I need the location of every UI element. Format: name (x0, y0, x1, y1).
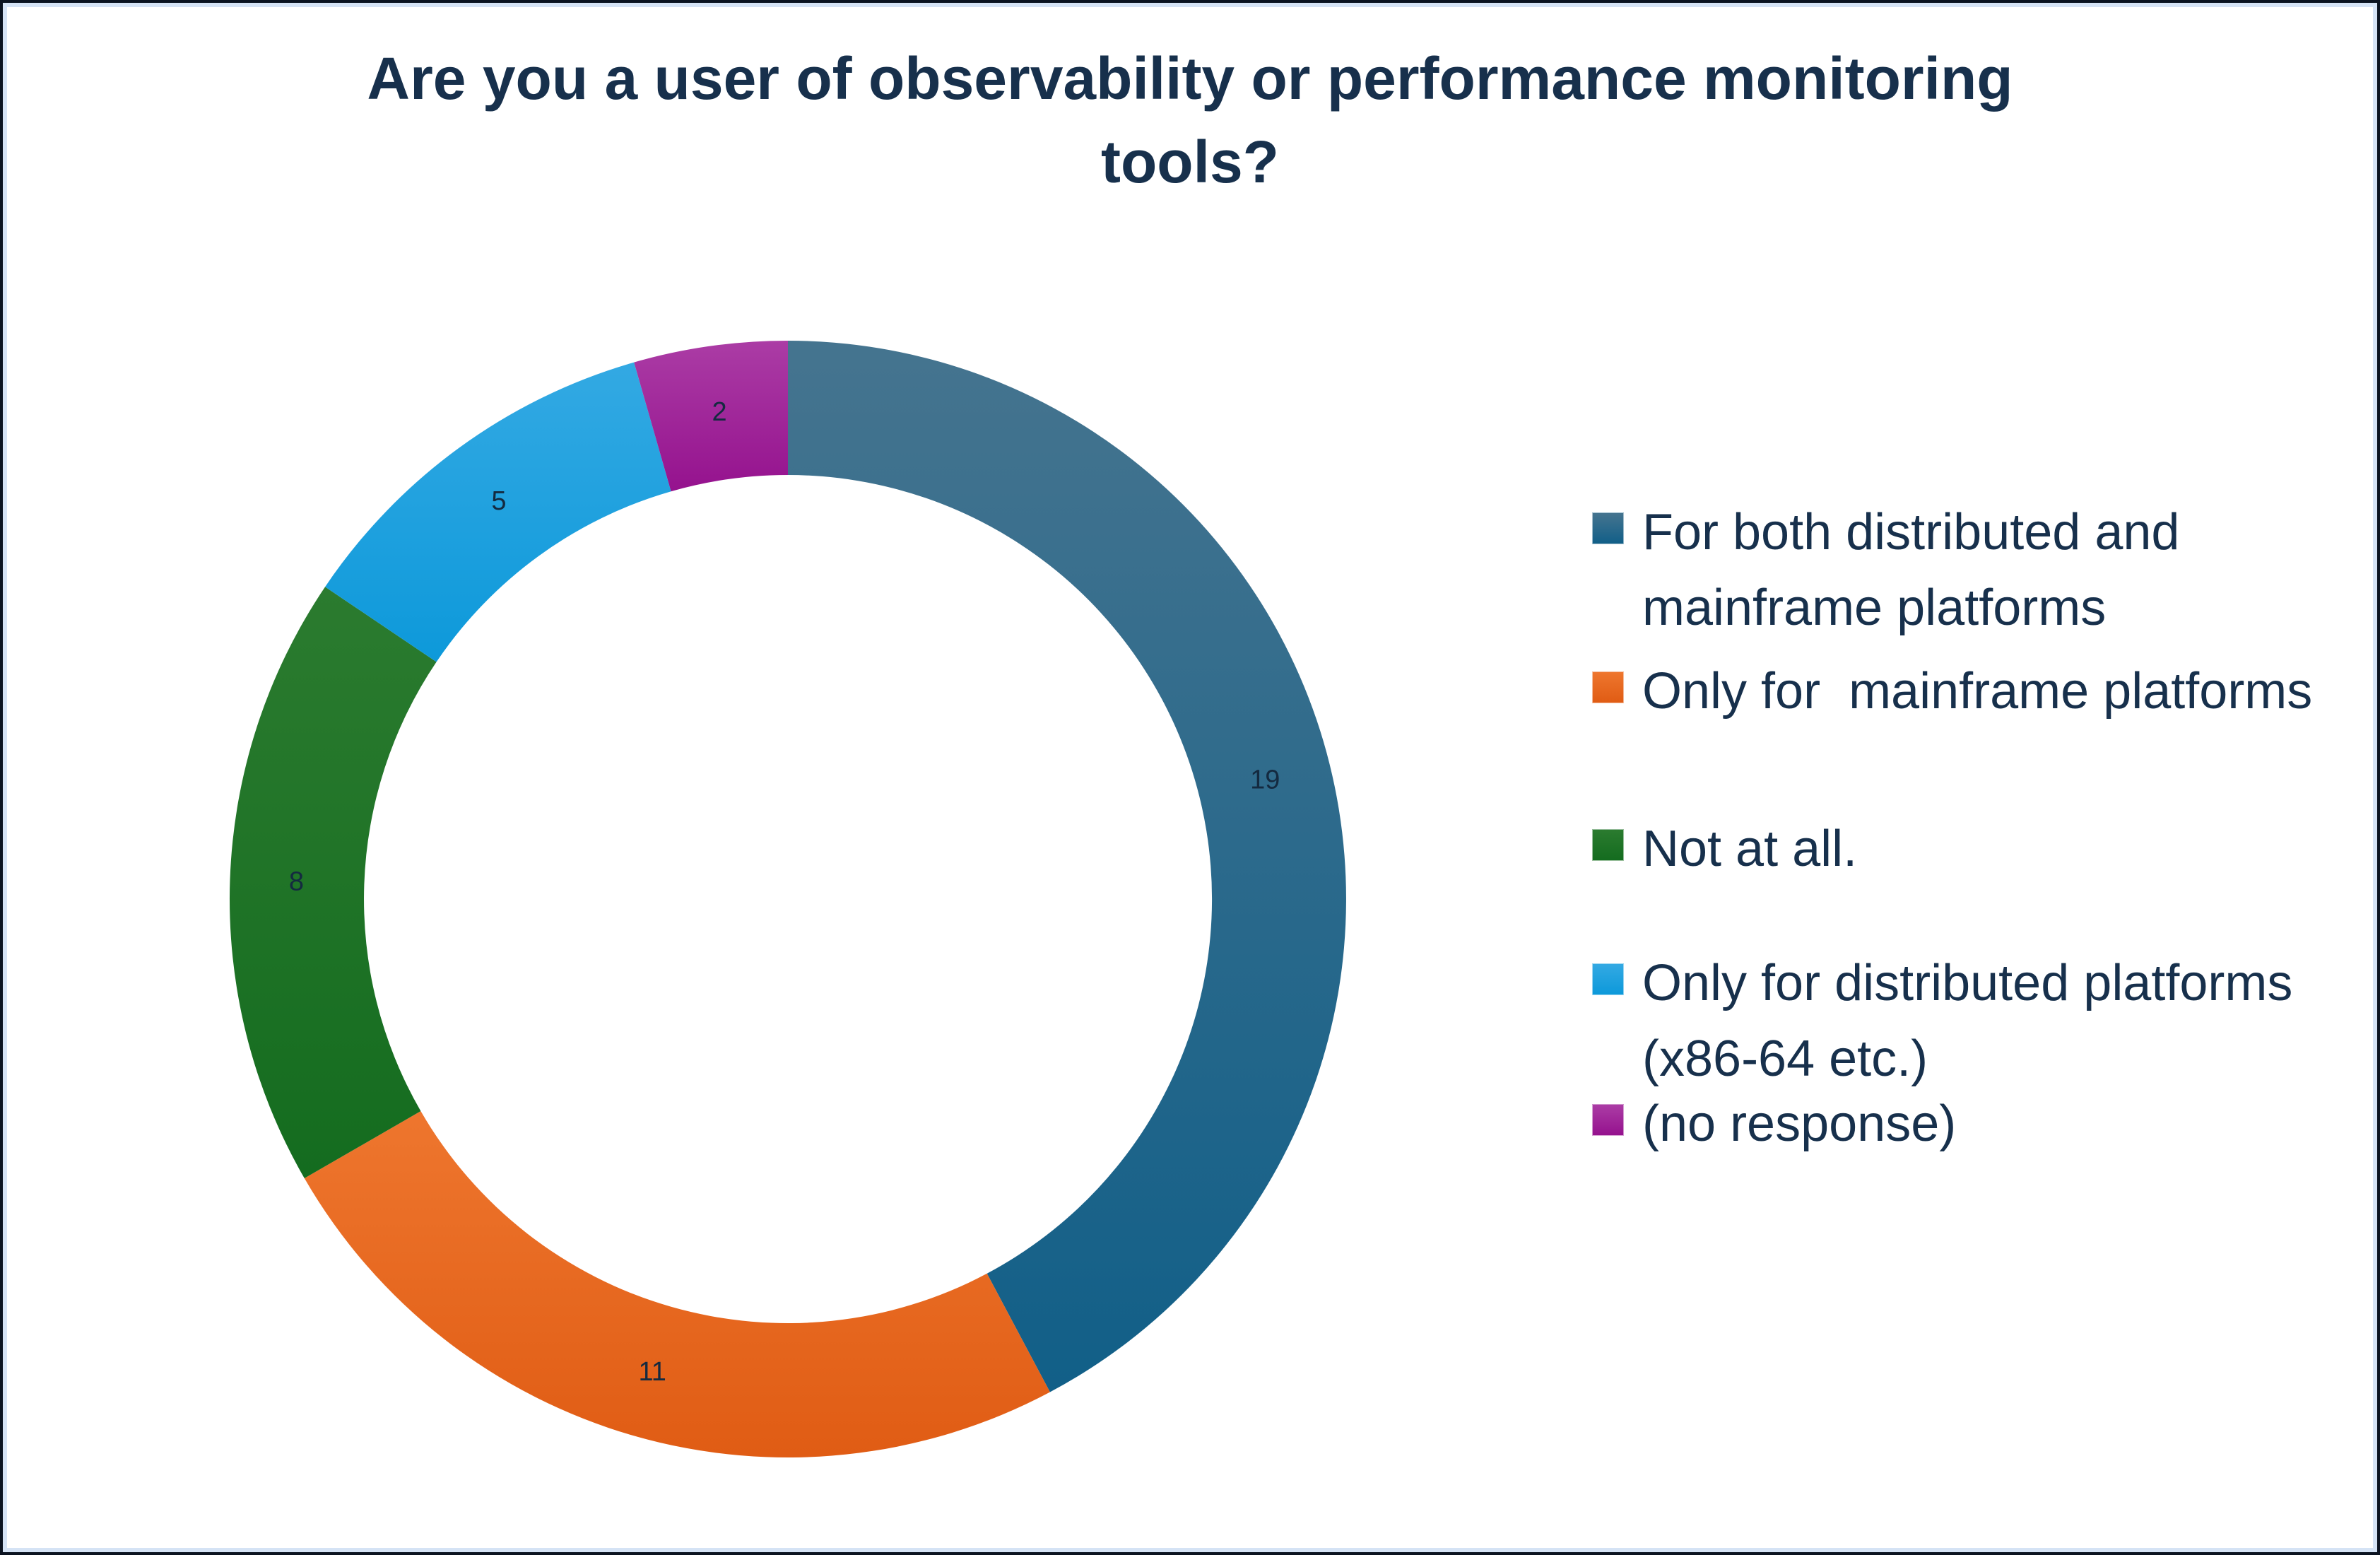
donut-slice-4 (634, 341, 788, 492)
legend-label: Only for mainframe platforms (1642, 663, 2313, 720)
slice-value-label-0: 19 (1250, 765, 1280, 795)
legend-swatch-not-at-all (1592, 829, 1624, 861)
legend: For both distributed and mainframe platf… (1592, 0, 2362, 1555)
legend-swatch-no-response (1592, 1104, 1624, 1136)
slice-value-label-1: 11 (638, 1357, 666, 1387)
legend-label: Not at all. (1642, 821, 1858, 877)
legend-item-both-platforms: For both distributed and mainframe platf… (1592, 495, 2179, 646)
legend-swatch-only-distributed (1592, 963, 1624, 995)
legend-item-not-at-all: Not at all. (1592, 811, 1857, 887)
slice-value-label-2: 8 (289, 867, 304, 897)
legend-item-only-mainframe: Only for mainframe platforms (1592, 654, 2312, 729)
donut-slice-2 (229, 587, 437, 1178)
slice-value-label-3: 5 (491, 486, 506, 516)
legend-swatch-only-mainframe (1592, 671, 1624, 703)
donut-slice-1 (304, 1111, 1050, 1458)
chart-title: Are you a user of observability or perfo… (367, 45, 2013, 195)
legend-swatch-both-platforms (1592, 512, 1624, 544)
legend-label: Only for distributed platforms (x86-64 e… (1642, 955, 2293, 1087)
legend-label: For both distributed and mainframe platf… (1642, 504, 2180, 636)
donut-slice-3 (325, 362, 671, 662)
donut-slice-0 (788, 341, 1346, 1392)
legend-label: (no response) (1642, 1096, 1957, 1152)
legend-item-only-distributed: Only for distributed platforms (x86-64 e… (1592, 946, 2292, 1097)
legend-item-no-response: (no response) (1592, 1086, 1956, 1162)
slice-value-label-4: 2 (712, 397, 727, 427)
